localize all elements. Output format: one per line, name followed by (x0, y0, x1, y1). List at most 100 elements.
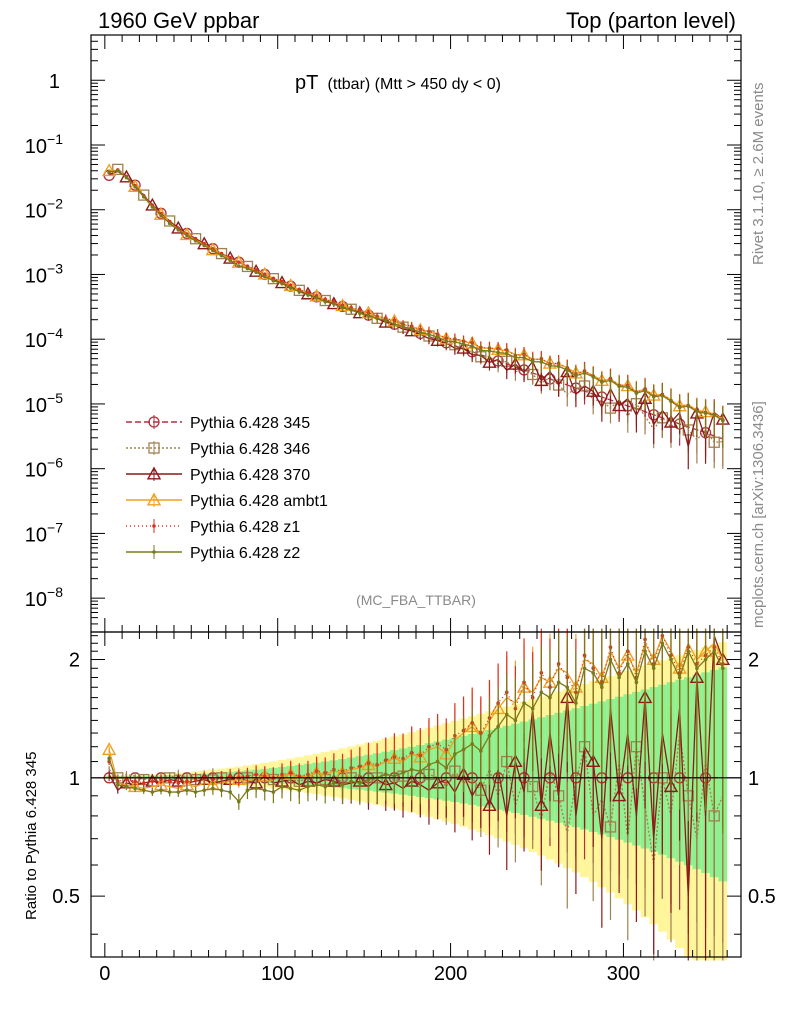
data-point (703, 657, 708, 662)
data-point (721, 666, 725, 671)
series-line (109, 169, 724, 422)
data-point (152, 524, 156, 528)
data-point (257, 266, 272, 280)
data-point (176, 228, 181, 232)
data-point (297, 788, 302, 793)
data-point (323, 784, 328, 789)
data-point (625, 385, 630, 390)
data-point (146, 492, 162, 506)
data-point (586, 754, 601, 768)
data-point (611, 398, 627, 412)
data-point (712, 649, 717, 653)
legend: Pythia 6.428 345 Pythia 6.428 346 Pythia 6… (126, 415, 328, 562)
y-tick-label: 10−7 (25, 519, 63, 546)
y-tick-label: 1 (49, 71, 60, 93)
data-point (522, 701, 526, 705)
data-point (383, 772, 388, 777)
ratio-y-tick-label-right: 0.5 (748, 886, 776, 908)
data-point (159, 213, 163, 218)
data-point (107, 756, 111, 761)
data-point (358, 781, 362, 785)
data-point (435, 335, 440, 339)
data-point (539, 690, 544, 695)
data-point (159, 777, 163, 782)
data-point (611, 788, 627, 802)
data-point (608, 657, 613, 662)
data-point (323, 299, 328, 304)
y-tick-label: 10−4 (25, 325, 63, 352)
data-point (283, 278, 298, 292)
data-point (375, 316, 379, 321)
data-point (159, 788, 163, 793)
data-point (669, 399, 673, 404)
data-point (228, 790, 232, 794)
legend-item: Pythia 6.428 345 (126, 415, 310, 432)
data-point (164, 215, 176, 227)
ratio-y-tick-label: 2 (69, 650, 80, 672)
data-point (534, 798, 549, 812)
ratio-y-axis-label: Ratio to Pythia 6.428 345 (23, 752, 40, 920)
data-point (366, 777, 371, 782)
data-point (150, 779, 155, 784)
data-point (358, 311, 362, 315)
y-tick-label: 10−2 (25, 196, 63, 223)
data-point (651, 394, 656, 399)
series-main (107, 168, 725, 448)
data-point (527, 780, 539, 793)
data-point (660, 641, 665, 646)
data-point (288, 283, 293, 288)
ratio-bands (104, 642, 728, 961)
data-point (262, 274, 267, 279)
x-tick-label: 300 (607, 963, 640, 985)
ratio-y-tick-label: 1 (69, 768, 80, 790)
data-point (444, 766, 449, 770)
ratio-series-line (108, 732, 724, 866)
data-point (148, 442, 160, 454)
data-point (686, 649, 691, 653)
ratio-panel: 0.5 0.5 1 1 2 2 0 100 200 300 Ratio to Pythia 6.4… (23, 628, 776, 985)
legend-label: Pythia 6.428 ambt1 (190, 493, 328, 510)
data-point (530, 706, 535, 711)
data-point (617, 675, 621, 680)
data-point (556, 680, 561, 685)
data-point (695, 666, 699, 671)
data-point (349, 308, 353, 312)
data-point (643, 388, 647, 393)
data-point (660, 393, 665, 398)
data-point (245, 266, 250, 271)
data-point (496, 724, 500, 729)
data-point (141, 195, 146, 199)
data-point (418, 330, 423, 335)
data-point (496, 350, 500, 355)
data-point (634, 391, 639, 395)
legend-item: Pythia 6.428 z2 (126, 545, 300, 562)
side-text-top: Rivet 3.1.10, ≥ 2.6M events (750, 83, 767, 266)
data-point (115, 782, 120, 787)
legend-label: Pythia 6.428 370 (190, 467, 310, 484)
data-point (314, 296, 319, 300)
chart-title-main: pT (295, 72, 318, 94)
data-point (193, 790, 198, 794)
data-point (314, 782, 319, 787)
data-point (721, 418, 725, 423)
data-point (219, 253, 224, 258)
chart-title-sub: (ttbar) (Mtt > 450 dy < 0) (328, 76, 501, 93)
data-point (574, 373, 578, 378)
data-point (435, 759, 440, 764)
data-point (708, 810, 720, 822)
y-tick-label: 10−8 (25, 584, 63, 611)
data-point (219, 788, 224, 793)
data-point (349, 779, 353, 784)
main-ticks: 1 10−1 10−2 10−3 10−4 10−5 10−6 10−7 10−8 (25, 34, 741, 633)
data-point (470, 742, 474, 746)
data-point (582, 371, 587, 375)
data-point (586, 383, 601, 397)
data-point (530, 359, 535, 364)
data-point (245, 774, 250, 778)
data-point (617, 384, 621, 389)
data-point (112, 163, 124, 176)
ratio-y-tick-label: 0.5 (52, 886, 80, 908)
data-point (124, 777, 129, 782)
data-point (306, 784, 310, 789)
